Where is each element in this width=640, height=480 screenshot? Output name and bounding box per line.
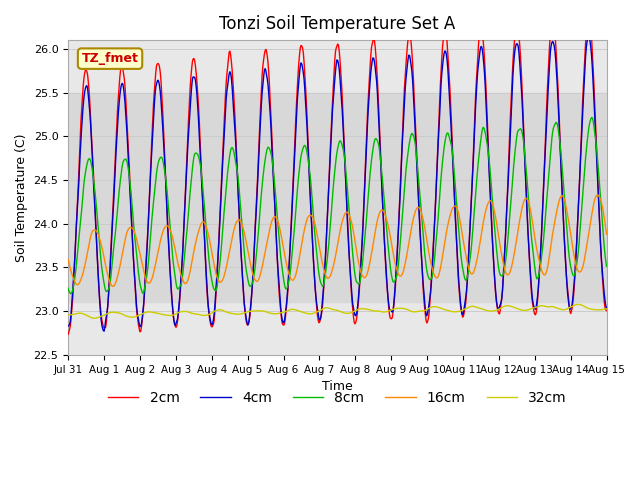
Line: 8cm: 8cm bbox=[68, 118, 607, 294]
4cm bbox=[419, 280, 427, 286]
Line: 16cm: 16cm bbox=[68, 195, 607, 287]
32cm bbox=[74, 311, 82, 316]
32cm bbox=[185, 309, 193, 315]
8cm bbox=[603, 264, 611, 269]
X-axis label: Time: Time bbox=[322, 380, 353, 393]
16cm bbox=[594, 192, 602, 198]
2cm bbox=[64, 332, 72, 337]
32cm bbox=[404, 307, 412, 312]
32cm bbox=[130, 314, 138, 320]
32cm bbox=[419, 308, 427, 314]
4cm bbox=[404, 62, 412, 68]
Line: 32cm: 32cm bbox=[68, 304, 607, 318]
4cm bbox=[64, 323, 72, 329]
8cm bbox=[185, 206, 193, 212]
16cm bbox=[130, 228, 138, 234]
16cm bbox=[109, 284, 117, 289]
8cm bbox=[64, 285, 72, 291]
16cm bbox=[603, 231, 611, 237]
Line: 2cm: 2cm bbox=[68, 15, 607, 335]
4cm bbox=[603, 305, 611, 311]
2cm bbox=[212, 285, 220, 290]
2cm bbox=[585, 12, 593, 18]
2cm bbox=[419, 271, 426, 276]
8cm bbox=[67, 291, 75, 297]
8cm bbox=[130, 227, 138, 233]
32cm bbox=[90, 315, 98, 321]
2cm bbox=[603, 308, 611, 313]
Title: Tonzi Soil Temperature Set A: Tonzi Soil Temperature Set A bbox=[220, 15, 456, 33]
Y-axis label: Soil Temperature (C): Soil Temperature (C) bbox=[15, 133, 28, 262]
16cm bbox=[185, 275, 193, 280]
16cm bbox=[213, 275, 221, 281]
4cm bbox=[213, 268, 221, 274]
16cm bbox=[64, 257, 72, 263]
Text: TZ_fmet: TZ_fmet bbox=[82, 52, 138, 65]
Line: 4cm: 4cm bbox=[68, 36, 607, 331]
16cm bbox=[74, 282, 82, 288]
8cm bbox=[404, 155, 412, 161]
32cm bbox=[574, 301, 582, 307]
32cm bbox=[603, 306, 611, 312]
4cm bbox=[185, 128, 193, 134]
2cm bbox=[74, 191, 82, 196]
8cm bbox=[588, 115, 595, 120]
16cm bbox=[419, 216, 427, 222]
Bar bbox=[68, 93, 607, 302]
4cm bbox=[74, 198, 82, 204]
32cm bbox=[213, 307, 221, 313]
2cm bbox=[403, 52, 410, 58]
4cm bbox=[100, 328, 108, 334]
Legend: 2cm, 4cm, 8cm, 16cm, 32cm: 2cm, 4cm, 8cm, 16cm, 32cm bbox=[102, 386, 572, 411]
4cm bbox=[585, 34, 593, 39]
8cm bbox=[213, 284, 221, 289]
2cm bbox=[184, 129, 192, 134]
8cm bbox=[75, 238, 83, 244]
4cm bbox=[130, 266, 138, 272]
16cm bbox=[404, 249, 412, 255]
32cm bbox=[64, 312, 72, 318]
8cm bbox=[419, 232, 427, 238]
2cm bbox=[129, 253, 137, 259]
